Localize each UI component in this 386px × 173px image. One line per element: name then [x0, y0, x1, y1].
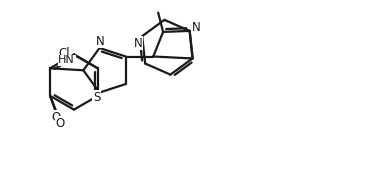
- Text: N: N: [192, 21, 201, 34]
- Text: S: S: [93, 91, 100, 104]
- Text: N: N: [96, 35, 105, 48]
- Text: O: O: [51, 111, 61, 124]
- Text: Cl: Cl: [58, 47, 70, 60]
- Text: O: O: [55, 117, 64, 130]
- Text: N: N: [134, 37, 143, 49]
- Text: HN: HN: [58, 55, 75, 65]
